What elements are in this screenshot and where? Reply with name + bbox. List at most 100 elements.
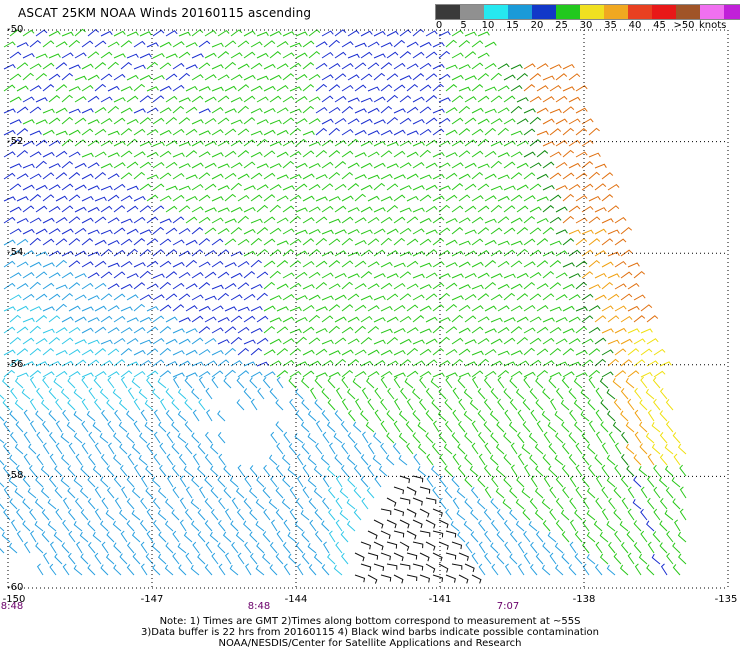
wind-barb bbox=[646, 564, 655, 576]
wind-barb bbox=[516, 476, 525, 488]
wind-barb bbox=[42, 262, 55, 268]
wind-barb bbox=[573, 399, 583, 411]
wind-barb bbox=[328, 508, 336, 521]
wind-barb bbox=[419, 41, 432, 48]
wind-barb bbox=[55, 130, 68, 136]
wind-barb bbox=[549, 64, 562, 70]
wind-barb bbox=[146, 86, 159, 92]
wind-barb bbox=[184, 377, 193, 389]
wind-barb bbox=[204, 30, 217, 37]
wind-barb bbox=[185, 42, 198, 48]
wind-barb bbox=[282, 31, 295, 37]
wind-barb bbox=[198, 108, 211, 114]
wind-barb bbox=[198, 86, 211, 92]
wind-barb bbox=[419, 530, 431, 537]
wind-barb bbox=[542, 270, 555, 279]
wind-barb bbox=[445, 39, 457, 48]
wind-barb bbox=[152, 273, 165, 279]
legend-swatch-0 bbox=[436, 5, 460, 19]
wind-barb bbox=[295, 96, 308, 103]
wind-barb bbox=[327, 486, 336, 499]
wind-barb bbox=[601, 194, 614, 202]
wind-barb bbox=[243, 161, 256, 169]
wind-barb bbox=[41, 399, 50, 411]
wind-barb bbox=[406, 130, 419, 136]
wind-barb bbox=[113, 564, 122, 576]
wind-barb bbox=[634, 563, 642, 576]
wind-barb bbox=[666, 530, 674, 543]
wind-barb bbox=[464, 183, 477, 191]
wind-barb bbox=[139, 74, 152, 81]
wind-barb bbox=[373, 273, 386, 279]
wind-barb bbox=[406, 260, 419, 268]
wind-barb bbox=[679, 508, 687, 521]
wind-barb bbox=[29, 306, 42, 312]
wind-barb bbox=[555, 294, 568, 301]
wind-barb bbox=[138, 388, 148, 400]
wind-barb bbox=[562, 328, 575, 334]
wind-barb bbox=[48, 388, 57, 400]
wind-barb bbox=[152, 519, 161, 532]
wind-barb bbox=[302, 260, 315, 268]
wind-barb bbox=[211, 42, 224, 48]
wind-barb bbox=[503, 317, 516, 323]
wind-barb bbox=[458, 420, 466, 433]
wind-barb bbox=[633, 338, 646, 345]
wind-barb bbox=[80, 465, 89, 477]
wind-barb bbox=[81, 398, 89, 411]
wind-barb bbox=[386, 563, 398, 570]
wind-barb bbox=[341, 216, 354, 224]
wind-barb bbox=[386, 204, 399, 213]
wind-barb bbox=[218, 563, 226, 576]
wind-barb bbox=[503, 140, 516, 147]
wind-barb bbox=[613, 509, 622, 521]
wind-barb bbox=[627, 486, 635, 499]
wind-barb bbox=[367, 552, 379, 560]
wind-barb bbox=[406, 347, 419, 356]
wind-barb bbox=[523, 304, 536, 312]
wind-barb bbox=[315, 41, 328, 48]
footnote-line-1: Note: 1) Times are GMT 2)Times along bot… bbox=[159, 616, 581, 627]
wind-barb bbox=[133, 151, 146, 158]
footnote-line-3: NOAA/NESDIS/Center for Satellite Applica… bbox=[218, 638, 522, 649]
wind-barb bbox=[483, 421, 492, 433]
wind-barb bbox=[542, 141, 555, 147]
wind-barb bbox=[575, 151, 588, 158]
wind-barb bbox=[477, 163, 490, 169]
wind-barb bbox=[647, 541, 655, 554]
wind-barb bbox=[9, 51, 22, 59]
wind-barb bbox=[586, 487, 596, 499]
wind-barb bbox=[262, 487, 271, 499]
wind-barb bbox=[35, 53, 48, 59]
legend-swatch-1 bbox=[460, 5, 484, 19]
wind-barb bbox=[549, 306, 562, 312]
wind-barb bbox=[315, 106, 328, 114]
wind-barb bbox=[451, 95, 464, 103]
wind-barb bbox=[314, 509, 323, 521]
wind-barb bbox=[146, 306, 159, 312]
wind-barb bbox=[607, 358, 619, 367]
wind-barb bbox=[198, 237, 211, 246]
wind-barb bbox=[87, 520, 96, 532]
wind-barb bbox=[497, 398, 505, 411]
wind-barb bbox=[458, 348, 471, 356]
wind-barb bbox=[100, 339, 113, 345]
wind-barb bbox=[458, 194, 471, 202]
wind-barb bbox=[458, 398, 466, 411]
wind-barb bbox=[29, 398, 37, 411]
wind-barb bbox=[464, 361, 477, 367]
wind-barb bbox=[399, 475, 411, 484]
wind-barb bbox=[107, 239, 120, 246]
wind-barb bbox=[419, 574, 430, 583]
wind-barb bbox=[152, 95, 165, 103]
wind-barb bbox=[263, 172, 276, 180]
wind-barb bbox=[94, 398, 102, 411]
wind-barb bbox=[517, 409, 525, 422]
wind-barb bbox=[0, 416, 5, 422]
wind-barb bbox=[256, 542, 265, 554]
wind-barb bbox=[30, 530, 37, 543]
wind-barb bbox=[308, 50, 321, 59]
wind-barb bbox=[594, 315, 607, 323]
wind-barb bbox=[276, 283, 289, 290]
wind-barb bbox=[48, 410, 57, 422]
